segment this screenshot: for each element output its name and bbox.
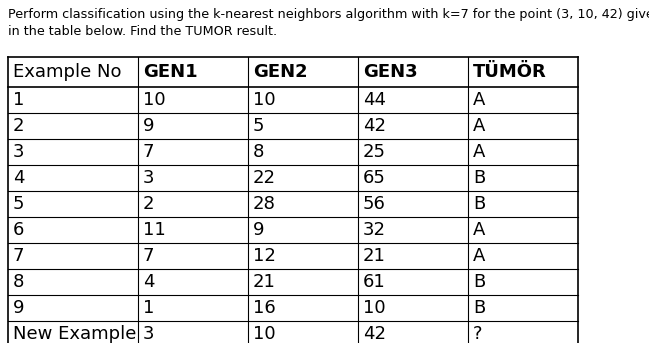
Text: 8: 8: [253, 143, 264, 161]
Text: 10: 10: [143, 91, 165, 109]
Text: 7: 7: [13, 247, 25, 265]
Text: in the table below. Find the TUMOR result.: in the table below. Find the TUMOR resul…: [8, 25, 277, 38]
Text: Perform classification using the k-nearest neighbors algorithm with k=7 for the : Perform classification using the k-neare…: [8, 8, 649, 21]
Text: B: B: [473, 299, 485, 317]
Text: 21: 21: [253, 273, 276, 291]
Text: 7: 7: [143, 247, 154, 265]
Text: GEN3: GEN3: [363, 63, 417, 81]
Text: B: B: [473, 169, 485, 187]
Text: 5: 5: [253, 117, 265, 135]
Text: 9: 9: [143, 117, 154, 135]
Text: 8: 8: [13, 273, 25, 291]
Text: 44: 44: [363, 91, 386, 109]
Text: GEN1: GEN1: [143, 63, 198, 81]
Text: 3: 3: [143, 169, 154, 187]
Text: 10: 10: [253, 325, 276, 343]
Text: 10: 10: [363, 299, 386, 317]
Text: GEN2: GEN2: [253, 63, 308, 81]
Text: 1: 1: [143, 299, 154, 317]
Text: TÜMÖR: TÜMÖR: [473, 63, 546, 81]
Text: 4: 4: [143, 273, 154, 291]
Text: 3: 3: [13, 143, 25, 161]
Text: ?: ?: [473, 325, 482, 343]
Text: 9: 9: [13, 299, 25, 317]
Text: A: A: [473, 221, 485, 239]
Text: B: B: [473, 273, 485, 291]
Text: 42: 42: [363, 325, 386, 343]
Text: 4: 4: [13, 169, 25, 187]
Text: 11: 11: [143, 221, 165, 239]
Text: A: A: [473, 247, 485, 265]
Text: 1: 1: [13, 91, 25, 109]
Text: 2: 2: [13, 117, 25, 135]
Text: 10: 10: [253, 91, 276, 109]
Text: New Example: New Example: [13, 325, 136, 343]
Text: 12: 12: [253, 247, 276, 265]
Text: 6: 6: [13, 221, 25, 239]
Text: A: A: [473, 117, 485, 135]
Text: A: A: [473, 143, 485, 161]
Text: 28: 28: [253, 195, 276, 213]
Text: 22: 22: [253, 169, 276, 187]
Text: 56: 56: [363, 195, 386, 213]
Text: 16: 16: [253, 299, 276, 317]
Text: 7: 7: [143, 143, 154, 161]
Text: 3: 3: [143, 325, 154, 343]
Text: 5: 5: [13, 195, 25, 213]
Text: Example No: Example No: [13, 63, 121, 81]
Text: 61: 61: [363, 273, 386, 291]
Text: 9: 9: [253, 221, 265, 239]
Text: 65: 65: [363, 169, 386, 187]
Text: 2: 2: [143, 195, 154, 213]
Text: 25: 25: [363, 143, 386, 161]
Text: 32: 32: [363, 221, 386, 239]
Text: A: A: [473, 91, 485, 109]
Text: B: B: [473, 195, 485, 213]
Text: 42: 42: [363, 117, 386, 135]
Text: 21: 21: [363, 247, 386, 265]
